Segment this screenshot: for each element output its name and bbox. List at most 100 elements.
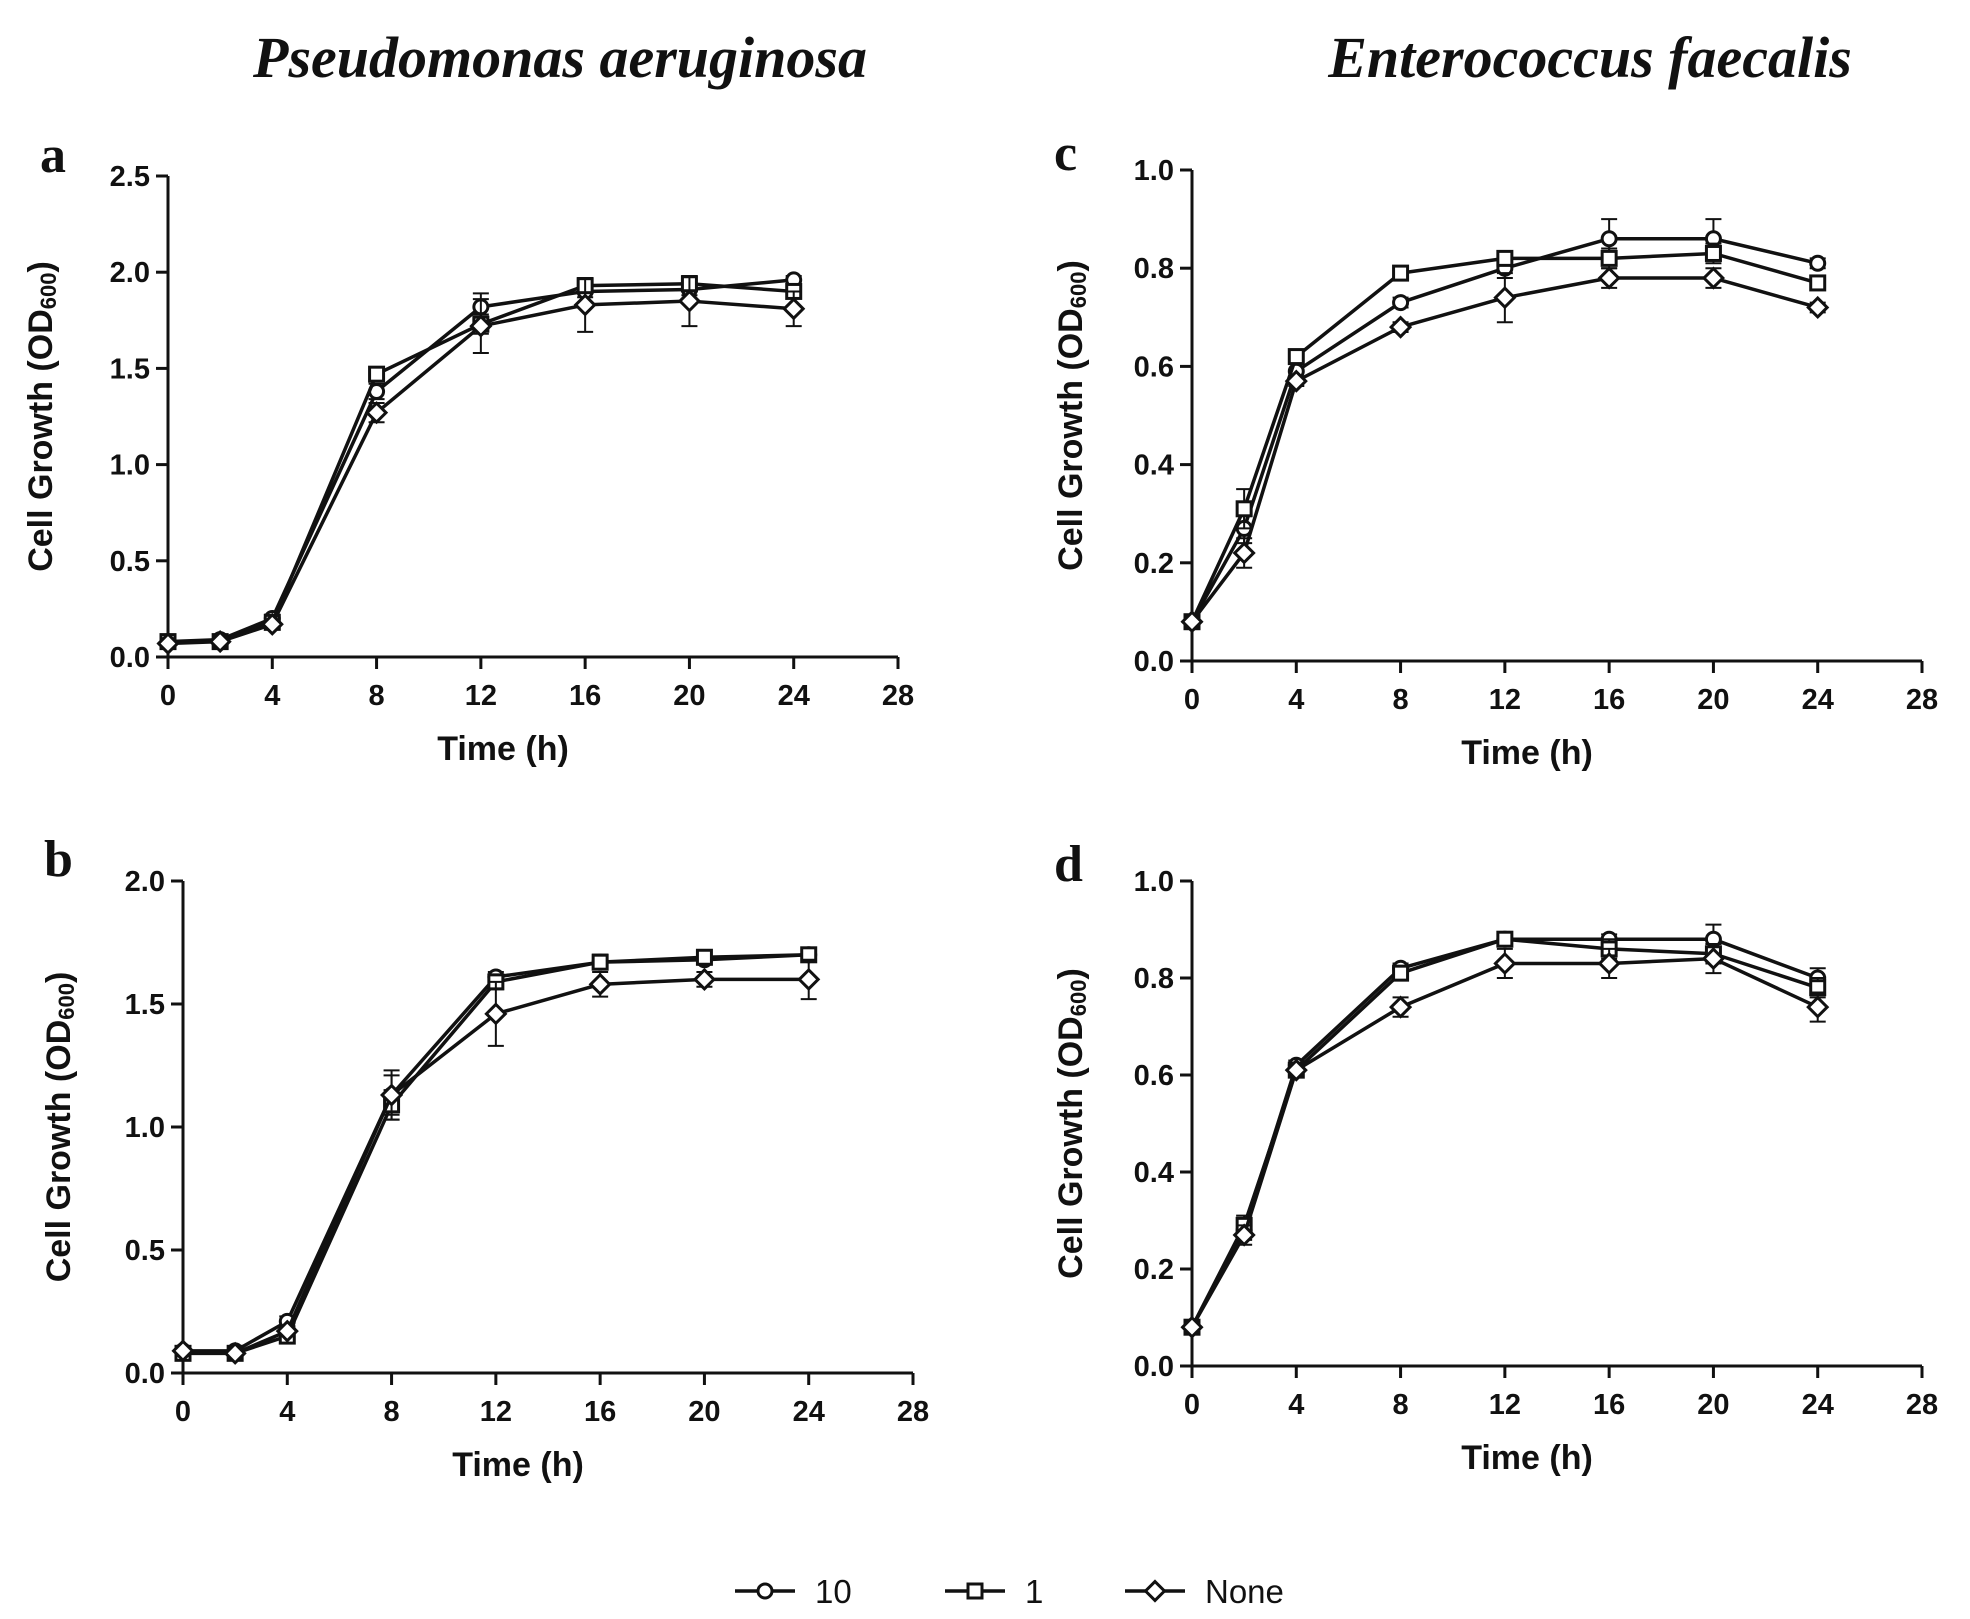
x-tick-label: 28 bbox=[1906, 1389, 1938, 1421]
x-tick-label: 28 bbox=[1906, 684, 1938, 716]
title-pseudomonas: Pseudomonas aeruginosa bbox=[252, 25, 867, 90]
data-point-diamond bbox=[469, 314, 493, 338]
data-point-circle bbox=[1809, 254, 1827, 272]
data-point-square bbox=[368, 365, 386, 383]
x-tick-label: 0 bbox=[160, 680, 176, 712]
y-tick-label: 0.0 bbox=[1134, 646, 1174, 678]
x-tick-label: 28 bbox=[897, 1396, 929, 1428]
legend-label: 10 bbox=[815, 1573, 852, 1610]
data-point-square bbox=[1496, 249, 1514, 267]
y-axis-label: Cell Growth (OD600) bbox=[40, 972, 79, 1283]
y-tick-label: 2.0 bbox=[125, 866, 165, 898]
x-tick-label: 16 bbox=[1593, 684, 1625, 716]
series-line bbox=[1190, 937, 1819, 1329]
data-point-square bbox=[1287, 348, 1305, 366]
series-line bbox=[182, 977, 809, 1356]
y-axis-label-subscript: 600 bbox=[1066, 980, 1091, 1017]
x-tick-label: 4 bbox=[1288, 684, 1304, 716]
data-point-diamond bbox=[275, 1319, 299, 1343]
panel-b: b 0.0 0.5 1.0 1.5 2.0 0 4 8 12 16 20 24 28 Time (h) Cel… bbox=[40, 831, 929, 1484]
data-point-diamond bbox=[1232, 1223, 1256, 1247]
y-axis-label-subscript: 600 bbox=[54, 983, 79, 1020]
series-1 bbox=[1183, 930, 1827, 1336]
series-line bbox=[1190, 956, 1819, 1329]
data-point-diamond bbox=[1597, 266, 1621, 290]
data-point-diamond bbox=[1806, 295, 1830, 320]
panel-letter: a bbox=[40, 127, 66, 184]
data-point-diamond bbox=[797, 967, 821, 991]
y-tick-label: 0.6 bbox=[1134, 1060, 1174, 1092]
y-axis-label-paren: ) bbox=[1052, 968, 1090, 979]
legend-item-1: 1 bbox=[945, 1573, 1043, 1610]
legend-label: 1 bbox=[1025, 1573, 1043, 1610]
data-point-diamond bbox=[171, 1339, 195, 1363]
x-tick-label: 16 bbox=[1593, 1389, 1625, 1421]
data-point-square bbox=[1392, 964, 1410, 982]
series-line bbox=[1190, 236, 1819, 623]
data-point-diamond bbox=[588, 972, 612, 996]
data-point-circle bbox=[1600, 230, 1618, 248]
data-point-square bbox=[1496, 930, 1514, 948]
series-none bbox=[1180, 266, 1830, 634]
data-point-diamond bbox=[1232, 541, 1256, 565]
data-point-diamond bbox=[782, 297, 806, 321]
data-point-diamond bbox=[1597, 951, 1621, 976]
x-tick-label: 24 bbox=[793, 1396, 825, 1428]
data-point-square bbox=[695, 948, 713, 966]
legend-label: None bbox=[1205, 1573, 1284, 1610]
x-tick-label: 24 bbox=[1802, 1389, 1834, 1421]
data-point-square bbox=[1235, 500, 1253, 518]
x-tick-label: 28 bbox=[882, 680, 914, 712]
y-tick-label: 1.0 bbox=[125, 1112, 165, 1144]
y-tick-label: 0.6 bbox=[1134, 351, 1174, 383]
y-tick-label: 1.0 bbox=[1134, 866, 1174, 898]
data-point-diamond bbox=[1806, 995, 1830, 1019]
y-tick-label: 1.0 bbox=[1134, 155, 1174, 187]
panel-letter: c bbox=[1054, 125, 1077, 182]
series-10 bbox=[1183, 923, 1827, 1336]
panel-a: a 0.0 0.5 1.0 1.5 2.0 2.5 0 4 8 12 16 20 24 28 Time (h)… bbox=[22, 127, 914, 768]
x-tick-label: 16 bbox=[569, 680, 601, 712]
data-point-diamond bbox=[1701, 947, 1726, 971]
y-tick-label: 0.0 bbox=[125, 1358, 165, 1390]
data-point-diamond bbox=[156, 631, 180, 656]
x-tick-label: 16 bbox=[584, 1396, 616, 1428]
legend-marker-circle bbox=[756, 1582, 774, 1600]
data-point-square bbox=[591, 953, 609, 971]
legend-item-none: None bbox=[1125, 1573, 1284, 1610]
y-axis-label: Cell Growth (OD600) bbox=[1052, 968, 1091, 1279]
y-tick-label: 0.4 bbox=[1134, 450, 1174, 482]
data-point-diamond bbox=[1284, 1058, 1308, 1082]
data-point-diamond bbox=[379, 1083, 404, 1107]
x-tick-label: 24 bbox=[778, 680, 810, 712]
y-tick-label: 0.4 bbox=[1134, 1157, 1174, 1189]
series-none bbox=[1180, 943, 1830, 1339]
data-point-square bbox=[1704, 244, 1722, 262]
y-axis-label-paren: ) bbox=[22, 261, 60, 272]
x-tick-label: 0 bbox=[1184, 684, 1200, 716]
data-point-diamond bbox=[223, 1341, 247, 1365]
chart-panels: a 0.0 0.5 1.0 1.5 2.0 2.5 0 4 8 12 16 20 24 28 Time (h)… bbox=[22, 125, 1938, 1484]
y-axis-label-paren: ) bbox=[1052, 260, 1090, 271]
y-tick-label: 2.5 bbox=[110, 161, 150, 193]
panel-d: d 0.0 0.2 0.4 0.6 0.8 1.0 0 4 8 12 16 20 24 28 Time (h)… bbox=[1052, 836, 1938, 1477]
x-tick-label: 20 bbox=[1697, 684, 1729, 716]
x-tick-label: 12 bbox=[465, 680, 497, 712]
x-axis-label: Time (h) bbox=[1461, 734, 1593, 772]
y-tick-label: 1.0 bbox=[110, 450, 150, 482]
data-point-diamond bbox=[1493, 951, 1517, 976]
x-tick-label: 20 bbox=[1697, 1389, 1729, 1421]
series-none bbox=[171, 958, 821, 1365]
x-tick-label: 8 bbox=[369, 680, 385, 712]
legend-item-10: 10 bbox=[735, 1573, 852, 1610]
panel-c: c 0.0 0.2 0.4 0.6 0.8 1.0 0 4 8 12 16 20 24 28 Time (h)… bbox=[1052, 125, 1938, 772]
x-tick-label: 0 bbox=[1184, 1389, 1200, 1421]
x-axis-label: Time (h) bbox=[1461, 1439, 1593, 1477]
data-point-diamond bbox=[1701, 266, 1726, 290]
x-tick-label: 0 bbox=[175, 1396, 191, 1428]
y-axis-label: Cell Growth (OD600) bbox=[22, 261, 61, 572]
data-point-diamond bbox=[364, 401, 389, 425]
y-tick-label: 0.5 bbox=[110, 546, 150, 578]
title-enterococcus: Enterococcus faecalis bbox=[1327, 25, 1852, 90]
data-point-diamond bbox=[1388, 315, 1413, 339]
